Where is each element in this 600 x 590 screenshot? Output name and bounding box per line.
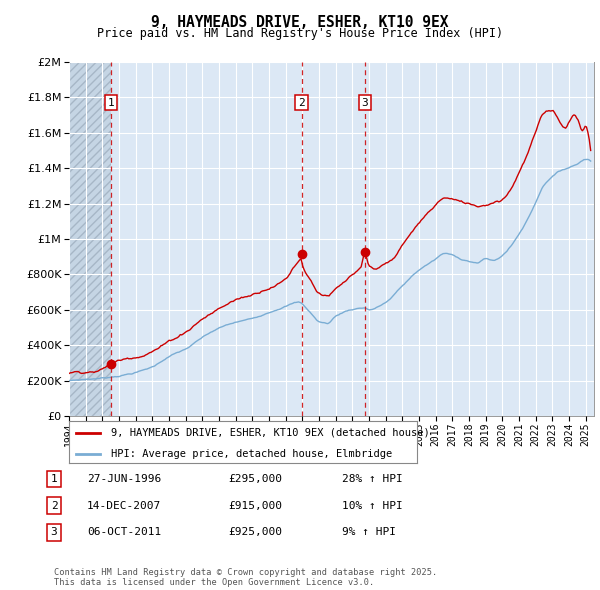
Text: £295,000: £295,000 bbox=[228, 474, 282, 484]
Text: Price paid vs. HM Land Registry's House Price Index (HPI): Price paid vs. HM Land Registry's House … bbox=[97, 27, 503, 40]
Text: 2: 2 bbox=[298, 98, 305, 107]
Text: 2: 2 bbox=[50, 501, 58, 510]
Bar bbox=[69, 62, 110, 416]
Text: 9, HAYMEADS DRIVE, ESHER, KT10 9EX (detached house): 9, HAYMEADS DRIVE, ESHER, KT10 9EX (deta… bbox=[111, 428, 430, 438]
Bar bbox=[69, 62, 110, 416]
Text: 9, HAYMEADS DRIVE, ESHER, KT10 9EX: 9, HAYMEADS DRIVE, ESHER, KT10 9EX bbox=[151, 15, 449, 30]
Text: 28% ↑ HPI: 28% ↑ HPI bbox=[342, 474, 403, 484]
Text: £915,000: £915,000 bbox=[228, 501, 282, 510]
Text: £925,000: £925,000 bbox=[228, 527, 282, 537]
Text: 1: 1 bbox=[107, 98, 114, 107]
Text: 3: 3 bbox=[361, 98, 368, 107]
Text: 27-JUN-1996: 27-JUN-1996 bbox=[87, 474, 161, 484]
Text: HPI: Average price, detached house, Elmbridge: HPI: Average price, detached house, Elmb… bbox=[111, 449, 392, 459]
Text: 06-OCT-2011: 06-OCT-2011 bbox=[87, 527, 161, 537]
Text: Contains HM Land Registry data © Crown copyright and database right 2025.
This d: Contains HM Land Registry data © Crown c… bbox=[54, 568, 437, 587]
Text: 10% ↑ HPI: 10% ↑ HPI bbox=[342, 501, 403, 510]
Text: 9% ↑ HPI: 9% ↑ HPI bbox=[342, 527, 396, 537]
Text: 1: 1 bbox=[50, 474, 58, 484]
Text: 3: 3 bbox=[50, 527, 58, 537]
Text: 14-DEC-2007: 14-DEC-2007 bbox=[87, 501, 161, 510]
